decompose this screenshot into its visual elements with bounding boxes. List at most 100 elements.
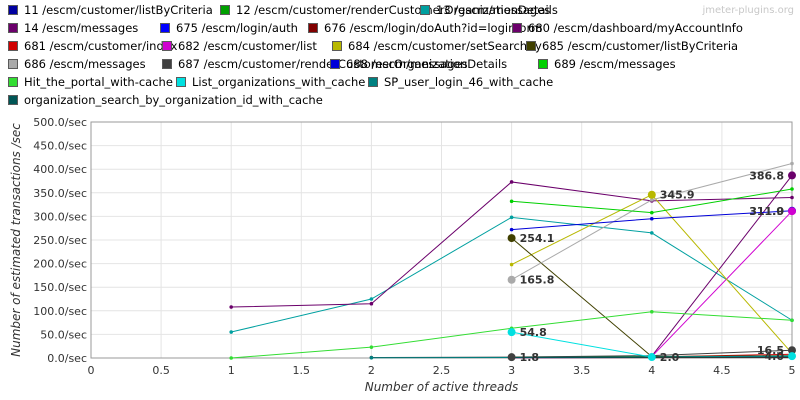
brand-watermark: jmeter-plugins.org [702,5,794,16]
legend-label: 682 /escm/customer/list [178,39,317,53]
legend-item: 682 /escm/customer/list [162,38,317,54]
legend-label: Hit_the_portal_with-cache [24,75,173,89]
x-tick-label: 3 [508,364,515,377]
series-point [509,180,514,184]
legend-swatch [8,95,18,105]
annotation-label: 54.8 [520,326,547,339]
legend-label: 686 /escm/messages [24,57,146,71]
annotation-label: 386.8 [749,169,784,182]
legend-item: 14 /escm/messages [8,20,138,36]
legend-item: 687 /escm/customer/renderCustomerOrganiz… [162,56,507,72]
legend-swatch [176,77,186,87]
annotation-label: 16.5 [757,344,784,357]
series-point [509,199,514,204]
y-tick-label: 400.0/sec [33,163,87,176]
legend-label: organization_search_by_organization_id_w… [24,93,323,107]
legend-item: SP_user_login_46_with_cache [368,74,553,90]
legend-swatch [8,23,18,33]
annotation-marker [788,352,796,361]
series-point [509,215,514,220]
x-tick-label: 1.5 [293,364,311,377]
legend-item: 676 /escm/login/doAuth?id=loginform [308,20,542,36]
y-tick-label: 0.0/sec [47,352,87,365]
legend-label: 13 /escm/messages [436,3,551,17]
legend-item: 686 /escm/messages [8,56,146,72]
legend-item: Hit_the_portal_with-cache [8,74,173,90]
x-tick-label: 3.5 [573,364,591,377]
annotation-label: 311.9 [749,205,784,218]
series-point [369,355,374,360]
legend-item: List_organizations_with_cache [176,74,365,90]
legend-label: List_organizations_with_cache [192,75,366,89]
series-point [790,187,794,191]
series-point [790,161,794,166]
series-point [509,262,514,267]
legend-item: 684 /escm/customer/setSearchBy [332,38,542,54]
x-tick-label: 0.5 [152,364,170,377]
legend-swatch [526,41,536,51]
y-axis-label: Number of estimated transactions /sec [9,123,23,357]
annotation-marker [647,190,656,199]
annotation-label: 1.8 [520,351,540,364]
legend-label: 688 /escm/messages [346,57,468,71]
x-tick-label: 2.5 [433,364,451,377]
series-point [650,309,654,314]
annotation-label: 254.1 [520,232,555,245]
legend-swatch [162,59,172,69]
annotation-label: 311.0 [749,205,784,218]
legend-item: 689 /escm/messages [538,56,676,72]
annotation-marker [507,353,516,362]
legend-swatch [8,5,18,15]
legend-label: 684 /escm/customer/setSearchBy [348,39,542,53]
series-point [369,345,374,349]
legend-swatch [220,5,230,15]
annotation-marker [788,171,796,180]
series-point [369,301,374,306]
legend-label: 12 /escm/customer/renderCustomerOrganiza… [236,3,558,17]
legend-swatch [420,5,430,15]
annotation-label: 345.9 [660,189,695,202]
legend-label: SP_user_login_46_with_cache [384,75,554,89]
legend-swatch [332,41,342,51]
y-tick-label: 200.0/sec [33,258,87,271]
legend-label: 687 /escm/customer/renderCustomerOrganiz… [178,57,508,71]
legend-label: 689 /escm/messages [554,57,676,71]
series-point [650,231,654,235]
annotation-label: 2.0 [660,351,680,364]
series-point [650,216,654,221]
legend-item: 675 /escm/login/auth [160,20,298,36]
series-line [651,175,793,357]
series-point [369,297,374,301]
annotation-marker [507,328,516,337]
legend-swatch [368,77,378,87]
legend-item: 680 /escm/dashboard/myAccountInfo [512,20,743,36]
annotation-marker [507,234,516,243]
y-tick-label: 350.0/sec [33,187,87,200]
annotation-marker [647,353,656,362]
series-point [229,356,233,360]
legend-swatch [162,41,172,51]
series-point [650,198,654,202]
series-point [229,305,233,309]
legend-swatch [8,41,18,51]
legend-swatch [330,59,340,69]
legend-label: 681 /escm/customer/index [24,39,178,53]
legend-label: 14 /escm/messages [24,21,139,35]
legend-label: 675 /escm/login/auth [176,21,298,35]
annotation-marker [788,207,796,216]
chart-legend: 11 /escm/customer/listByCriteria 12 /escm… [0,0,800,116]
legend-item: 685 /escm/customer/listByCriteria [526,38,738,54]
x-tick-label: 0 [88,364,95,377]
series-point [229,330,233,334]
legend-swatch [8,77,18,87]
y-tick-label: 150.0/sec [33,281,87,294]
x-tick-label: 4 [648,364,655,377]
legend-swatch [308,23,318,33]
y-tick-label: 450.0/sec [33,140,87,153]
annotation-marker [788,346,796,355]
annotation-label: 4.0 [765,350,785,363]
legend-label: 685 /escm/customer/listByCriteria [542,39,739,53]
legend-swatch [160,23,170,33]
legend-item: 13 /escm/messages [420,2,550,18]
